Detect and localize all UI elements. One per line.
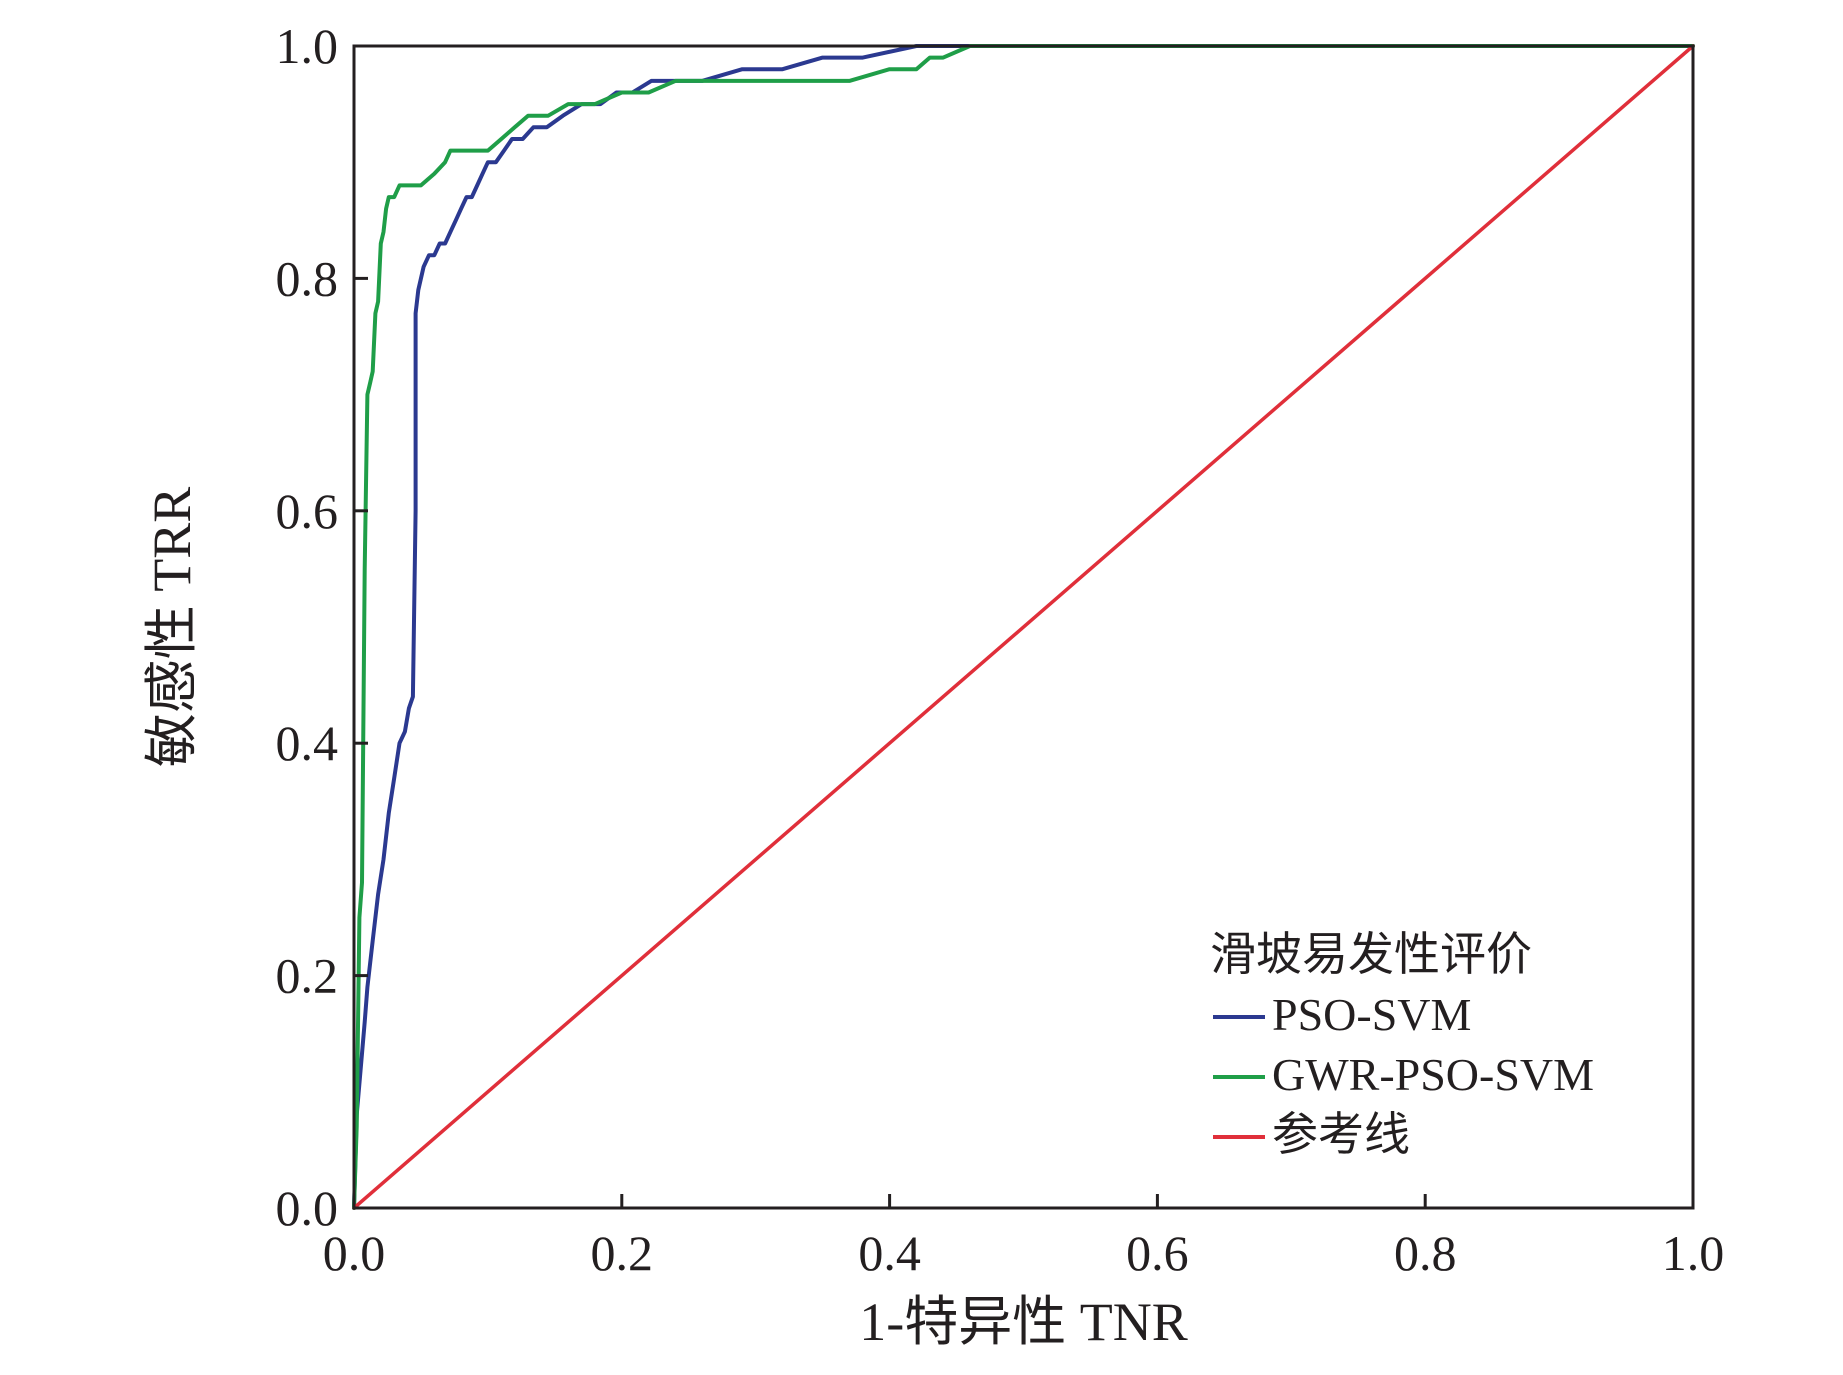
x-tick-label: 0.0 <box>323 1225 386 1281</box>
series-layer <box>352 44 1695 1210</box>
x-tick-label: 0.4 <box>858 1225 921 1281</box>
series-line-3 <box>352 44 1695 1210</box>
y-axis-title: 敏感性 TRR <box>142 487 202 768</box>
legend-label-2: GWR-PSO-SVM <box>1272 1049 1594 1100</box>
x-tick-label: 1.0 <box>1662 1225 1725 1281</box>
y-tick-label: 1.0 <box>276 18 339 74</box>
ticks-layer: 0.0 0.2 0.4 0.6 0.8 1.0 0.0 0.2 0.4 0.6 0.8 1.0 <box>276 18 1725 1281</box>
legend-label-3: 参考线 <box>1272 1109 1410 1160</box>
y-tick-label: 0.6 <box>276 483 339 539</box>
y-tick-label: 0.2 <box>276 948 339 1004</box>
x-tick-label: 0.2 <box>591 1225 654 1281</box>
legend-title: 滑坡易发性评价 <box>1210 929 1532 980</box>
series-line-2 <box>352 44 1695 1210</box>
plot-frame <box>352 44 1695 1210</box>
x-tick-label: 0.6 <box>1126 1225 1189 1281</box>
y-tick-label: 0.8 <box>276 250 339 306</box>
y-tick-label: 0.0 <box>276 1180 339 1236</box>
series-line-1 <box>352 44 1695 1210</box>
x-axis-title: 1-特异性 TNR <box>859 1292 1187 1352</box>
legend-label-1: PSO-SVM <box>1272 989 1471 1040</box>
legend: 滑坡易发性评价 PSO-SVM GWR-PSO-SVM 参考线 <box>1210 929 1594 1160</box>
y-tick-label: 0.4 <box>276 715 339 771</box>
x-tick-label: 0.8 <box>1394 1225 1457 1281</box>
